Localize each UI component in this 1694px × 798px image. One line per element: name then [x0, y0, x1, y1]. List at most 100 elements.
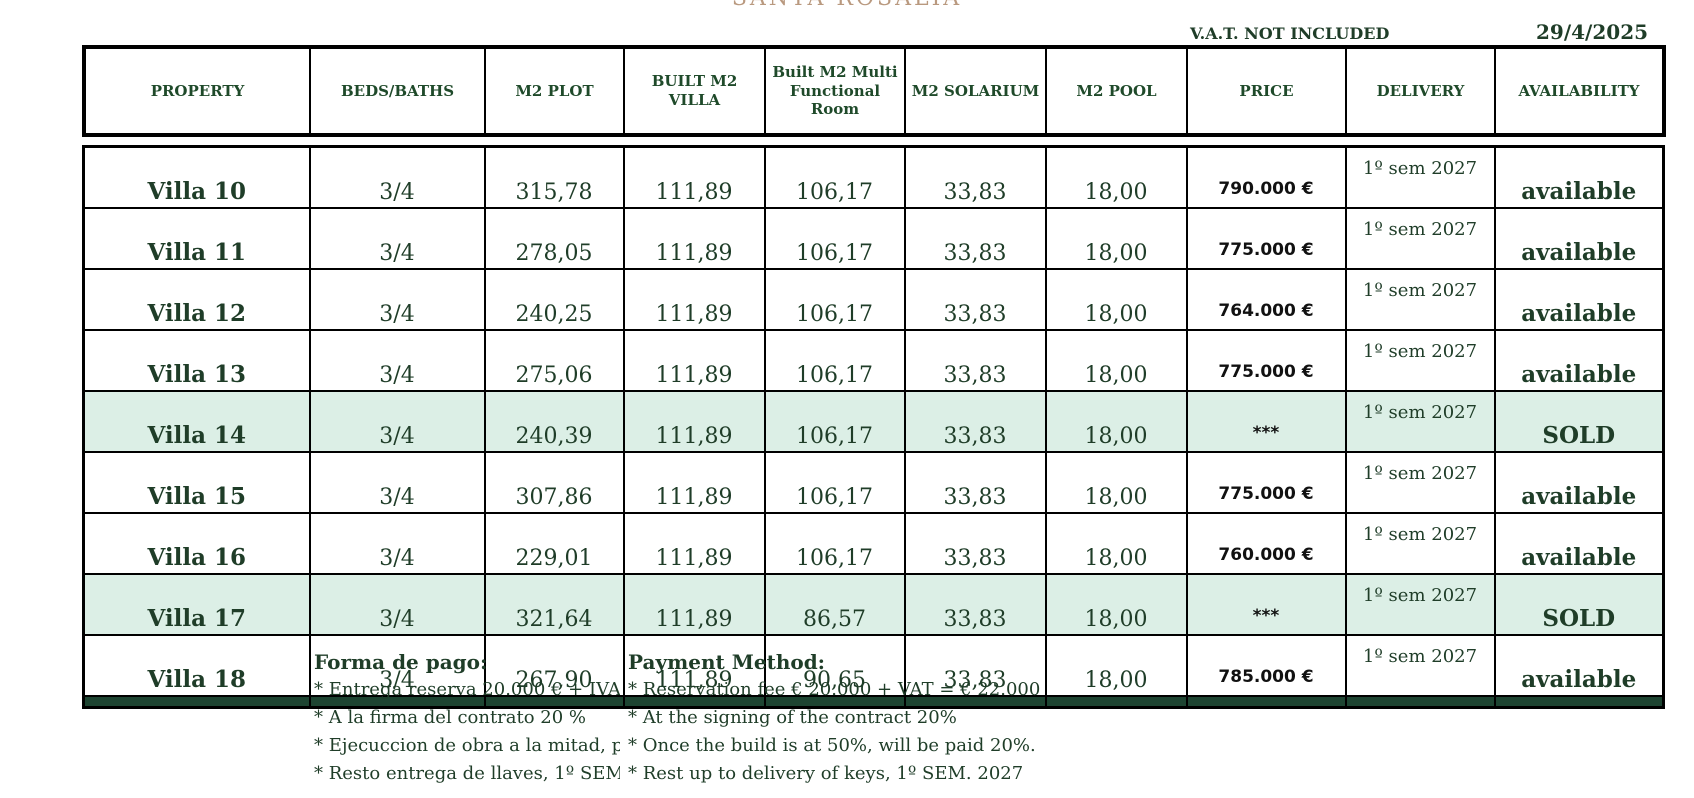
table-row: Villa 18 3/4 267,90 111,89 90,65 33,83 18,00 78… — [82, 634, 1665, 697]
availability-cell: SOLD — [1493, 573, 1665, 636]
solarium-cell: 33,83 — [903, 390, 1047, 453]
beds-baths-cell: 3/4 — [308, 390, 486, 453]
m2-plot-cell: 278,05 — [483, 207, 625, 270]
payment-line-es: * Entrega reserva 20.000 € + IVA — [314, 679, 620, 700]
pool-cell: 18,00 — [1044, 145, 1188, 209]
solarium-cell: 33,83 — [903, 512, 1047, 575]
m2-plot-cell: 240,25 — [483, 268, 625, 331]
price-cell: 764.000 € — [1185, 268, 1347, 331]
pool-cell: 18,00 — [1044, 512, 1188, 575]
beds-baths-cell: 3/4 — [308, 634, 486, 697]
delivery-cell: 1º sem 2027 — [1344, 145, 1496, 209]
delivery-cell: 1º sem 2027 — [1344, 451, 1496, 514]
delivery-cell: 1º sem 2027 — [1344, 268, 1496, 331]
bottom-bar-cell — [1493, 695, 1665, 709]
delivery-cell: 1º sem 2027 — [1344, 390, 1496, 453]
beds-baths-cell: 3/4 — [308, 329, 486, 392]
header-m2-plot: M2 PLOT — [484, 46, 625, 136]
table-row: Villa 13 3/4 275,06 111,89 106,17 33,83 18,00 7… — [82, 329, 1665, 392]
m2-plot-cell: 307,86 — [483, 451, 625, 514]
built-villa-cell: 111,89 — [622, 329, 766, 392]
availability-cell: available — [1493, 329, 1665, 392]
price-cell: 790.000 € — [1185, 145, 1347, 209]
solarium-cell: 33,83 — [903, 268, 1047, 331]
beds-baths-cell: 3/4 — [308, 207, 486, 270]
built-villa-cell: 111,89 — [622, 634, 766, 697]
payment-title-es: Forma de pago: — [314, 650, 488, 674]
payment-line-es: * Ejecuccion de obra a la mitad, p — [314, 735, 620, 756]
availability-cell: available — [1493, 634, 1665, 697]
multi-room-cell: 106,17 — [763, 390, 906, 453]
built-villa-cell: 111,89 — [622, 451, 766, 514]
pool-cell: 18,00 — [1044, 268, 1188, 331]
pool-cell: 18,00 — [1044, 329, 1188, 392]
built-villa-cell: 111,89 — [622, 207, 766, 270]
built-villa-cell: 111,89 — [622, 573, 766, 636]
m2-plot-cell: 321,64 — [483, 573, 625, 636]
bottom-bar-cell — [903, 695, 1047, 709]
payment-method-english: Payment Method: * Reservation fee € 20.0… — [628, 648, 1148, 788]
multi-room-cell: 106,17 — [763, 512, 906, 575]
header-m2-pool: M2 POOL — [1045, 46, 1188, 136]
header-built-m2-multi-room: Built M2 Multi Functional Room — [764, 46, 906, 136]
solarium-cell: 33,83 — [903, 145, 1047, 209]
multi-room-cell: 106,17 — [763, 451, 906, 514]
pool-cell: 18,00 — [1044, 207, 1188, 270]
table-row: Villa 10 3/4 315,78 111,89 106,17 33,83 18,00 7… — [82, 145, 1665, 209]
price-cell: *** — [1185, 390, 1347, 453]
property-cell: Villa 12 — [82, 268, 311, 331]
header-built-m2-villa: BUILT M2 VILLA — [623, 46, 766, 136]
multi-room-cell: 86,57 — [763, 573, 906, 636]
bottom-bar-cell — [1185, 695, 1347, 709]
header-availability: AVAILABILITY — [1494, 46, 1665, 136]
table-row: Villa 16 3/4 229,01 111,89 106,17 33,83 18,00 7… — [82, 512, 1665, 575]
payment-line-en: * Reservation fee € 20.000 + VAT = € 22.… — [628, 679, 1041, 700]
property-cell: Villa 16 — [82, 512, 311, 575]
payment-line-en: * Once the build is at 50%, will be paid… — [628, 735, 1036, 756]
beds-baths-cell: 3/4 — [308, 268, 486, 331]
multi-room-cell: 106,17 — [763, 329, 906, 392]
availability-cell: available — [1493, 207, 1665, 270]
m2-plot-cell: 229,01 — [483, 512, 625, 575]
table-row: Villa 14 3/4 240,39 111,89 106,17 33,83 18,00 *… — [82, 390, 1665, 453]
beds-baths-cell: 3/4 — [308, 451, 486, 514]
table-row: Villa 17 3/4 321,64 111,89 86,57 33,83 18,00 **… — [82, 573, 1665, 636]
availability-cell: available — [1493, 145, 1665, 209]
project-title: SANTA ROSALIA — [0, 0, 1694, 10]
property-cell: Villa 15 — [82, 451, 311, 514]
header-beds-baths: BEDS/BATHS — [309, 46, 486, 136]
pool-cell: 18,00 — [1044, 390, 1188, 453]
property-cell: Villa 17 — [82, 573, 311, 636]
table-row: Villa 15 3/4 307,86 111,89 106,17 33,83 18,00 7… — [82, 451, 1665, 514]
delivery-cell: 1º sem 2027 — [1344, 634, 1496, 697]
multi-room-cell: 106,17 — [763, 145, 906, 209]
pool-cell: 18,00 — [1044, 634, 1188, 697]
property-cell: Villa 11 — [82, 207, 311, 270]
m2-plot-cell: 315,78 — [483, 145, 625, 209]
pool-cell: 18,00 — [1044, 573, 1188, 636]
bottom-bar-cell — [622, 695, 766, 709]
built-villa-cell: 111,89 — [622, 145, 766, 209]
header-price: PRICE — [1186, 46, 1347, 136]
payment-line-es: * Resto entrega de llaves, 1º SEM — [314, 763, 620, 784]
m2-plot-cell: 267,90 — [483, 634, 625, 697]
header-delivery: DELIVERY — [1345, 46, 1496, 136]
built-villa-cell: 111,89 — [622, 390, 766, 453]
delivery-cell: 1º sem 2027 — [1344, 573, 1496, 636]
price-cell: *** — [1185, 573, 1347, 636]
price-cell: 775.000 € — [1185, 329, 1347, 392]
villa-price-table: Villa 10 3/4 315,78 111,89 106,17 33,83 18,00 7… — [82, 145, 1665, 709]
bottom-bar-cell — [82, 695, 311, 709]
solarium-cell: 33,83 — [903, 329, 1047, 392]
beds-baths-cell: 3/4 — [308, 573, 486, 636]
solarium-cell: 33,83 — [903, 573, 1047, 636]
payment-line-en: * At the signing of the contract 20% — [628, 707, 957, 728]
table-header: PROPERTY BEDS/BATHS M2 PLOT BUILT M2 VIL… — [82, 45, 1666, 137]
price-cell: 785.000 € — [1185, 634, 1347, 697]
property-cell: Villa 10 — [82, 145, 311, 209]
solarium-cell: 33,83 — [903, 634, 1047, 697]
multi-room-cell: 90,65 — [763, 634, 906, 697]
solarium-cell: 33,83 — [903, 207, 1047, 270]
payment-title-en: Payment Method: — [628, 650, 826, 674]
solarium-cell: 33,83 — [903, 451, 1047, 514]
